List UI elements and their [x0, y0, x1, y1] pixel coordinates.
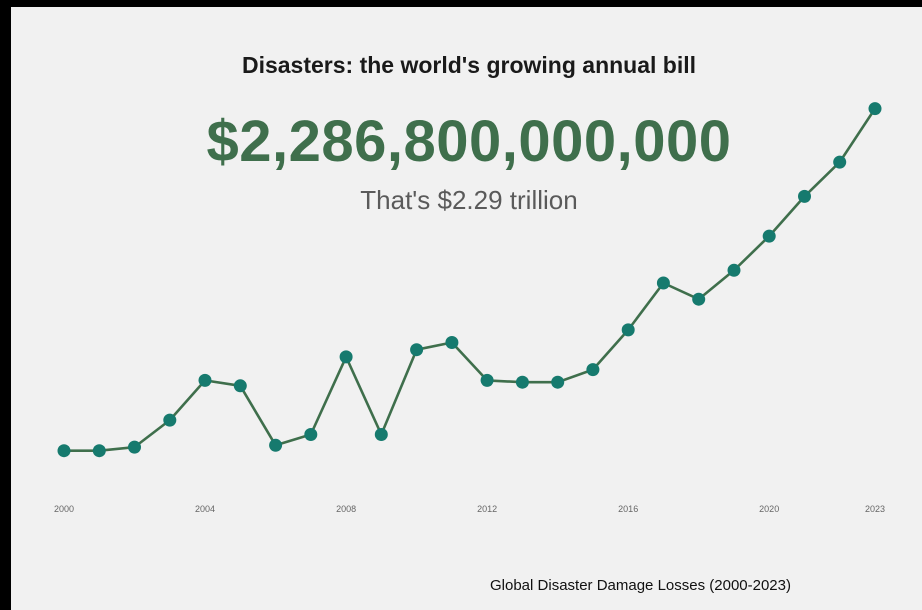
x-tick-label-2020: 2020 [759, 504, 779, 514]
chart-title: Disasters: the world's growing annual bi… [241, 52, 697, 78]
x-tick-label-2008: 2008 [336, 504, 356, 514]
data-point-2011 [445, 336, 459, 349]
data-point-2021 [798, 189, 811, 203]
data-point-2006 [269, 438, 283, 452]
data-point-2012 [480, 373, 494, 387]
x-tick-label-2016: 2016 [618, 504, 638, 514]
data-point-2016 [621, 323, 635, 337]
data-point-2000 [57, 444, 71, 458]
data-point-2005 [233, 379, 247, 393]
headline-total: $2,286,800,000,000 [206, 109, 732, 174]
data-point-2009 [374, 428, 388, 441]
x-tick-label-2012: 2012 [477, 504, 497, 514]
data-point-2020 [762, 229, 776, 243]
data-point-2004 [198, 373, 212, 387]
data-point-2001 [92, 444, 106, 458]
x-tick-label-2023: 2023 [865, 504, 885, 514]
data-point-2015 [586, 363, 600, 377]
x-tick-label-2000: 2000 [54, 504, 74, 514]
x-tick-label-2004: 2004 [195, 504, 215, 514]
data-point-2013 [515, 375, 529, 389]
headline-subtitle: That's $2.29 trillion [360, 185, 578, 215]
data-point-2003 [163, 413, 177, 427]
data-point-2017 [656, 276, 670, 290]
data-point-2023 [868, 102, 882, 116]
series-line [64, 107, 877, 453]
data-point-2008 [339, 350, 353, 364]
data-point-2018 [692, 292, 706, 306]
data-point-2019 [727, 263, 741, 277]
chart-caption: Global Disaster Damage Losses (2000-2023… [490, 577, 791, 594]
data-point-2022 [833, 155, 847, 169]
data-point-2014 [551, 375, 565, 389]
chart-panel [11, 7, 922, 610]
data-point-2010 [410, 343, 424, 357]
data-point-2007 [304, 428, 318, 441]
data-point-2002 [128, 440, 141, 454]
